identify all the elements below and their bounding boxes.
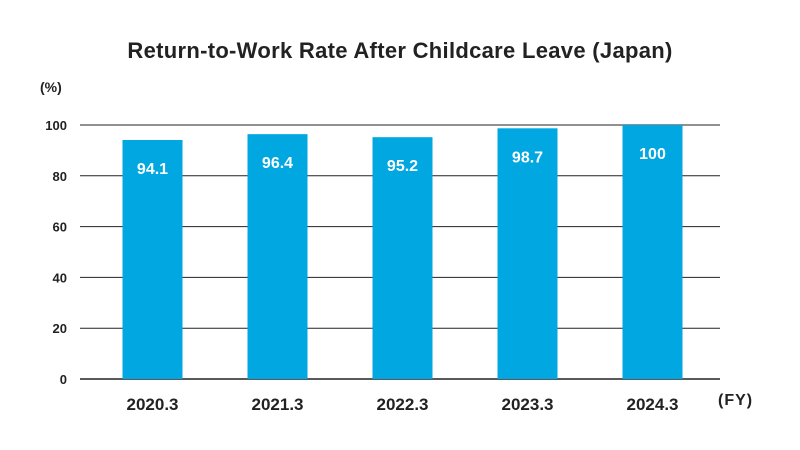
x-tick-label: 2023.3 xyxy=(502,395,554,414)
y-axis-unit-label: (%) xyxy=(40,79,62,95)
data-label: 96.4 xyxy=(262,155,293,172)
bar xyxy=(497,128,558,379)
data-label: 95.2 xyxy=(387,158,418,175)
y-tick-label: 20 xyxy=(53,321,67,336)
x-tick-label: 2020.3 xyxy=(127,395,179,414)
chart-title: Return-to-Work Rate After Childcare Leav… xyxy=(127,38,673,63)
x-tick-label: 2024.3 xyxy=(627,395,679,414)
y-tick-label: 60 xyxy=(53,220,67,235)
y-tick-label: 0 xyxy=(60,372,67,387)
y-tick-label: 100 xyxy=(45,118,67,133)
bar xyxy=(372,137,433,379)
x-axis-unit-label: (FY) xyxy=(718,392,754,409)
bars xyxy=(122,125,683,379)
data-label: 100 xyxy=(639,146,666,163)
x-tick-label: 2021.3 xyxy=(252,395,304,414)
bar xyxy=(622,125,683,379)
bar xyxy=(247,134,308,379)
bar xyxy=(122,139,183,379)
x-tick-label: 2022.3 xyxy=(377,395,429,414)
data-label: 94.1 xyxy=(137,161,168,178)
data-label: 98.7 xyxy=(512,149,543,166)
y-tick-label: 40 xyxy=(53,270,67,285)
y-tick-label: 80 xyxy=(53,169,67,184)
labels: 0 20 40 60 80 100 94.1 2020.3 96.4 2021.3 95.2 2022… xyxy=(45,118,678,414)
